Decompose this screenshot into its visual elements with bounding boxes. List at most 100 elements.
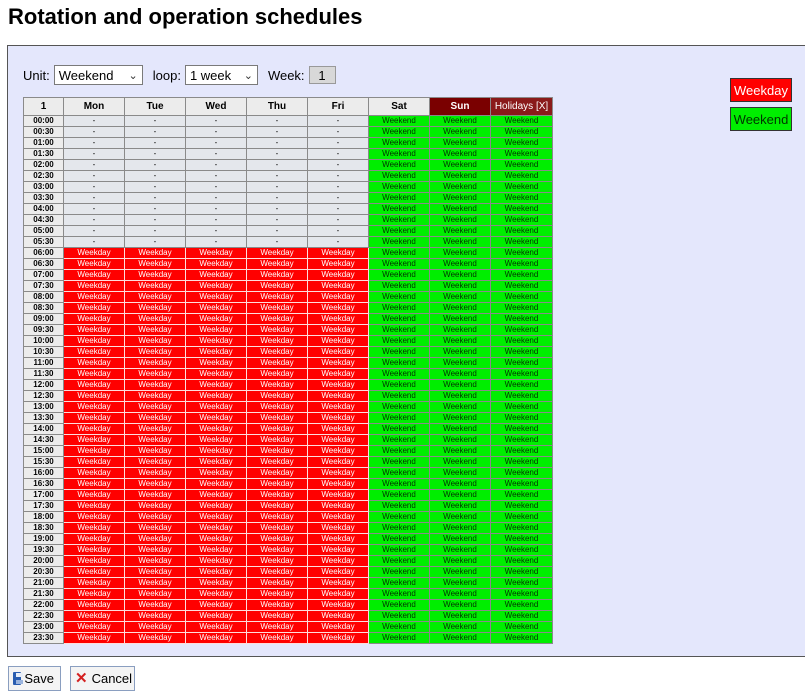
schedule-cell[interactable]: Weekday xyxy=(185,610,247,622)
schedule-cell[interactable]: Weekday xyxy=(307,467,369,479)
schedule-cell[interactable]: Weekday xyxy=(124,500,186,512)
schedule-cell[interactable]: - xyxy=(185,126,247,138)
schedule-cell[interactable]: Weekday xyxy=(307,379,369,391)
schedule-cell[interactable]: Weekend xyxy=(490,412,553,424)
schedule-cell[interactable]: Weekday xyxy=(63,632,125,644)
schedule-cell[interactable]: Weekday xyxy=(246,566,308,578)
schedule-cell[interactable]: Weekday xyxy=(246,599,308,611)
schedule-cell[interactable]: Weekend xyxy=(429,192,491,204)
schedule-cell[interactable]: Weekday xyxy=(307,280,369,292)
schedule-cell[interactable]: Weekend xyxy=(368,115,430,127)
schedule-cell[interactable]: Weekday xyxy=(63,423,125,435)
schedule-cell[interactable]: Weekend xyxy=(368,291,430,303)
schedule-cell[interactable]: Weekday xyxy=(63,247,125,259)
schedule-cell[interactable]: Weekday xyxy=(63,357,125,369)
schedule-cell[interactable]: Weekend xyxy=(490,588,553,600)
schedule-cell[interactable]: - xyxy=(185,214,247,226)
schedule-cell[interactable]: Weekend xyxy=(368,555,430,567)
schedule-cell[interactable]: Weekend xyxy=(429,357,491,369)
schedule-cell[interactable]: Weekday xyxy=(307,324,369,336)
schedule-cell[interactable]: Weekday xyxy=(307,269,369,281)
schedule-cell[interactable]: Weekday xyxy=(63,269,125,281)
schedule-cell[interactable]: Weekend xyxy=(429,269,491,281)
schedule-cell[interactable]: Weekend xyxy=(429,401,491,413)
schedule-cell[interactable]: Weekday xyxy=(307,544,369,556)
schedule-cell[interactable]: Weekday xyxy=(63,522,125,534)
schedule-cell[interactable]: Weekend xyxy=(490,632,553,644)
schedule-cell[interactable]: Weekday xyxy=(246,412,308,424)
schedule-cell[interactable]: Weekday xyxy=(124,401,186,413)
schedule-cell[interactable]: Weekend xyxy=(429,302,491,314)
schedule-cell[interactable]: Weekday xyxy=(307,335,369,347)
loop-select[interactable]: 1 week ⌄ xyxy=(184,65,258,85)
schedule-cell[interactable]: Weekend xyxy=(490,302,553,314)
schedule-cell[interactable]: - xyxy=(246,181,308,193)
schedule-cell[interactable]: Weekday xyxy=(63,313,125,325)
schedule-cell[interactable]: Weekday xyxy=(124,291,186,303)
schedule-cell[interactable]: Weekday xyxy=(124,379,186,391)
schedule-cell[interactable]: Weekday xyxy=(63,302,125,314)
schedule-cell[interactable]: Weekend xyxy=(490,313,553,325)
schedule-cell[interactable]: - xyxy=(246,148,308,160)
schedule-cell[interactable]: Weekday xyxy=(185,599,247,611)
schedule-cell[interactable]: Weekday xyxy=(63,368,125,380)
schedule-cell[interactable]: - xyxy=(124,236,186,248)
schedule-cell[interactable]: Weekday xyxy=(185,247,247,259)
schedule-cell[interactable]: - xyxy=(124,214,186,226)
schedule-cell[interactable]: Weekend xyxy=(368,203,430,215)
schedule-cell[interactable]: - xyxy=(307,192,369,204)
schedule-cell[interactable]: Weekend xyxy=(429,181,491,193)
schedule-cell[interactable]: Weekday xyxy=(246,357,308,369)
schedule-cell[interactable]: Weekday xyxy=(246,522,308,534)
schedule-cell[interactable]: - xyxy=(185,236,247,248)
schedule-cell[interactable]: Weekday xyxy=(246,577,308,589)
schedule-cell[interactable]: Weekday xyxy=(124,533,186,545)
schedule-cell[interactable]: Weekend xyxy=(429,621,491,633)
schedule-cell[interactable]: Weekend xyxy=(490,247,553,259)
schedule-cell[interactable]: Weekday xyxy=(124,368,186,380)
schedule-cell[interactable]: Weekday xyxy=(185,478,247,490)
schedule-cell[interactable]: Weekday xyxy=(307,478,369,490)
schedule-cell[interactable]: Weekday xyxy=(124,467,186,479)
schedule-cell[interactable]: Weekend xyxy=(368,390,430,402)
schedule-cell[interactable]: Weekend xyxy=(368,368,430,380)
schedule-cell[interactable]: Weekday xyxy=(246,335,308,347)
schedule-cell[interactable]: Weekend xyxy=(368,159,430,171)
schedule-cell[interactable]: - xyxy=(185,137,247,149)
schedule-cell[interactable]: Weekday xyxy=(307,533,369,545)
schedule-cell[interactable]: - xyxy=(185,159,247,171)
schedule-cell[interactable]: Weekday xyxy=(307,390,369,402)
schedule-cell[interactable]: - xyxy=(124,137,186,149)
schedule-cell[interactable]: Weekday xyxy=(124,247,186,259)
schedule-cell[interactable]: Weekday xyxy=(63,401,125,413)
schedule-cell[interactable]: Weekend xyxy=(368,357,430,369)
schedule-cell[interactable]: Weekday xyxy=(246,258,308,270)
schedule-cell[interactable]: Weekday xyxy=(185,258,247,270)
schedule-cell[interactable]: Weekday xyxy=(185,324,247,336)
schedule-cell[interactable]: Weekend xyxy=(490,390,553,402)
schedule-cell[interactable]: Weekend xyxy=(490,478,553,490)
legend-weekend[interactable]: Weekend xyxy=(730,107,792,131)
schedule-cell[interactable]: - xyxy=(124,225,186,237)
schedule-cell[interactable]: Weekday xyxy=(307,291,369,303)
schedule-cell[interactable]: - xyxy=(246,236,308,248)
schedule-cell[interactable]: - xyxy=(124,126,186,138)
schedule-cell[interactable]: Weekday xyxy=(246,632,308,644)
schedule-cell[interactable]: Weekend xyxy=(368,478,430,490)
schedule-cell[interactable]: - xyxy=(185,148,247,160)
schedule-cell[interactable]: - xyxy=(185,115,247,127)
schedule-cell[interactable]: Weekday xyxy=(246,467,308,479)
schedule-cell[interactable]: Weekday xyxy=(307,302,369,314)
schedule-cell[interactable]: Weekday xyxy=(246,269,308,281)
schedule-cell[interactable]: Weekend xyxy=(490,203,553,215)
schedule-cell[interactable]: Weekend xyxy=(368,126,430,138)
schedule-cell[interactable]: Weekend xyxy=(429,291,491,303)
schedule-cell[interactable]: Weekend xyxy=(368,379,430,391)
schedule-cell[interactable]: Weekend xyxy=(429,214,491,226)
schedule-cell[interactable]: Weekday xyxy=(307,247,369,259)
schedule-cell[interactable]: Weekday xyxy=(246,401,308,413)
schedule-cell[interactable]: Weekend xyxy=(490,357,553,369)
schedule-cell[interactable]: Weekday xyxy=(185,511,247,523)
schedule-cell[interactable]: - xyxy=(63,137,125,149)
schedule-cell[interactable]: Weekday xyxy=(185,379,247,391)
